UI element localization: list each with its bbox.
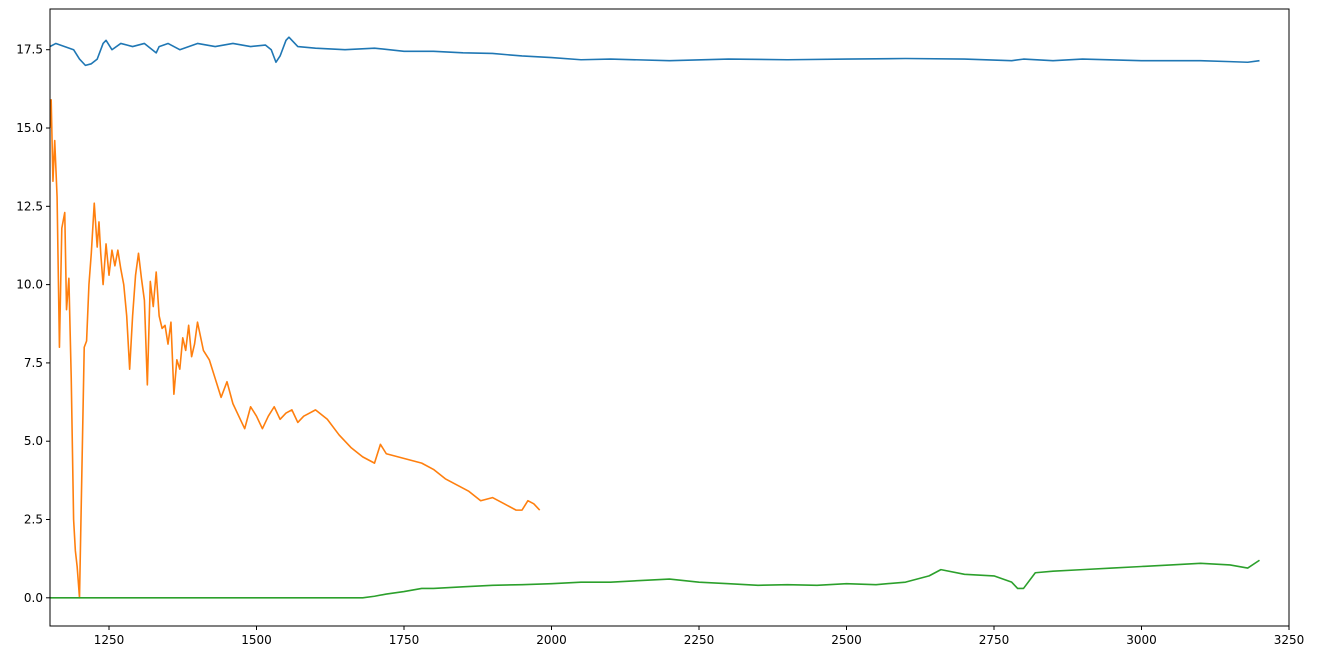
y-tick-label: 17.5	[16, 43, 43, 57]
x-tick-label: 3000	[1126, 633, 1157, 647]
y-tick-label: 0.0	[24, 591, 43, 605]
plot-frame	[49, 8, 1290, 627]
x-axis: 1250 1500 1750 2000 2250 2500 2750 3000 3250	[94, 626, 1305, 647]
x-tick-label: 2250	[684, 633, 715, 647]
y-tick-label: 2.5	[24, 513, 43, 527]
y-tick-label: 7.5	[24, 356, 43, 370]
y-axis: 0.0 2.5 5.0 7.5 10.0 12.5 15.0 17.5	[16, 43, 50, 605]
x-tick-label: 1500	[241, 633, 272, 647]
series-line-2	[50, 99, 541, 599]
x-tick-label: 3250	[1274, 633, 1305, 647]
series-layer	[50, 36, 1260, 599]
series-line-3	[50, 559, 1260, 599]
x-tick-label: 2500	[831, 633, 862, 647]
y-tick-label: 5.0	[24, 434, 43, 448]
y-tick-label: 15.0	[16, 121, 43, 135]
series-line-1	[50, 36, 1260, 67]
x-tick-label: 2750	[979, 633, 1010, 647]
y-tick-label: 10.0	[16, 278, 43, 292]
x-tick-label: 1250	[94, 633, 125, 647]
x-tick-label: 1750	[389, 633, 420, 647]
y-tick-label: 12.5	[16, 199, 43, 213]
x-tick-label: 2000	[536, 633, 567, 647]
